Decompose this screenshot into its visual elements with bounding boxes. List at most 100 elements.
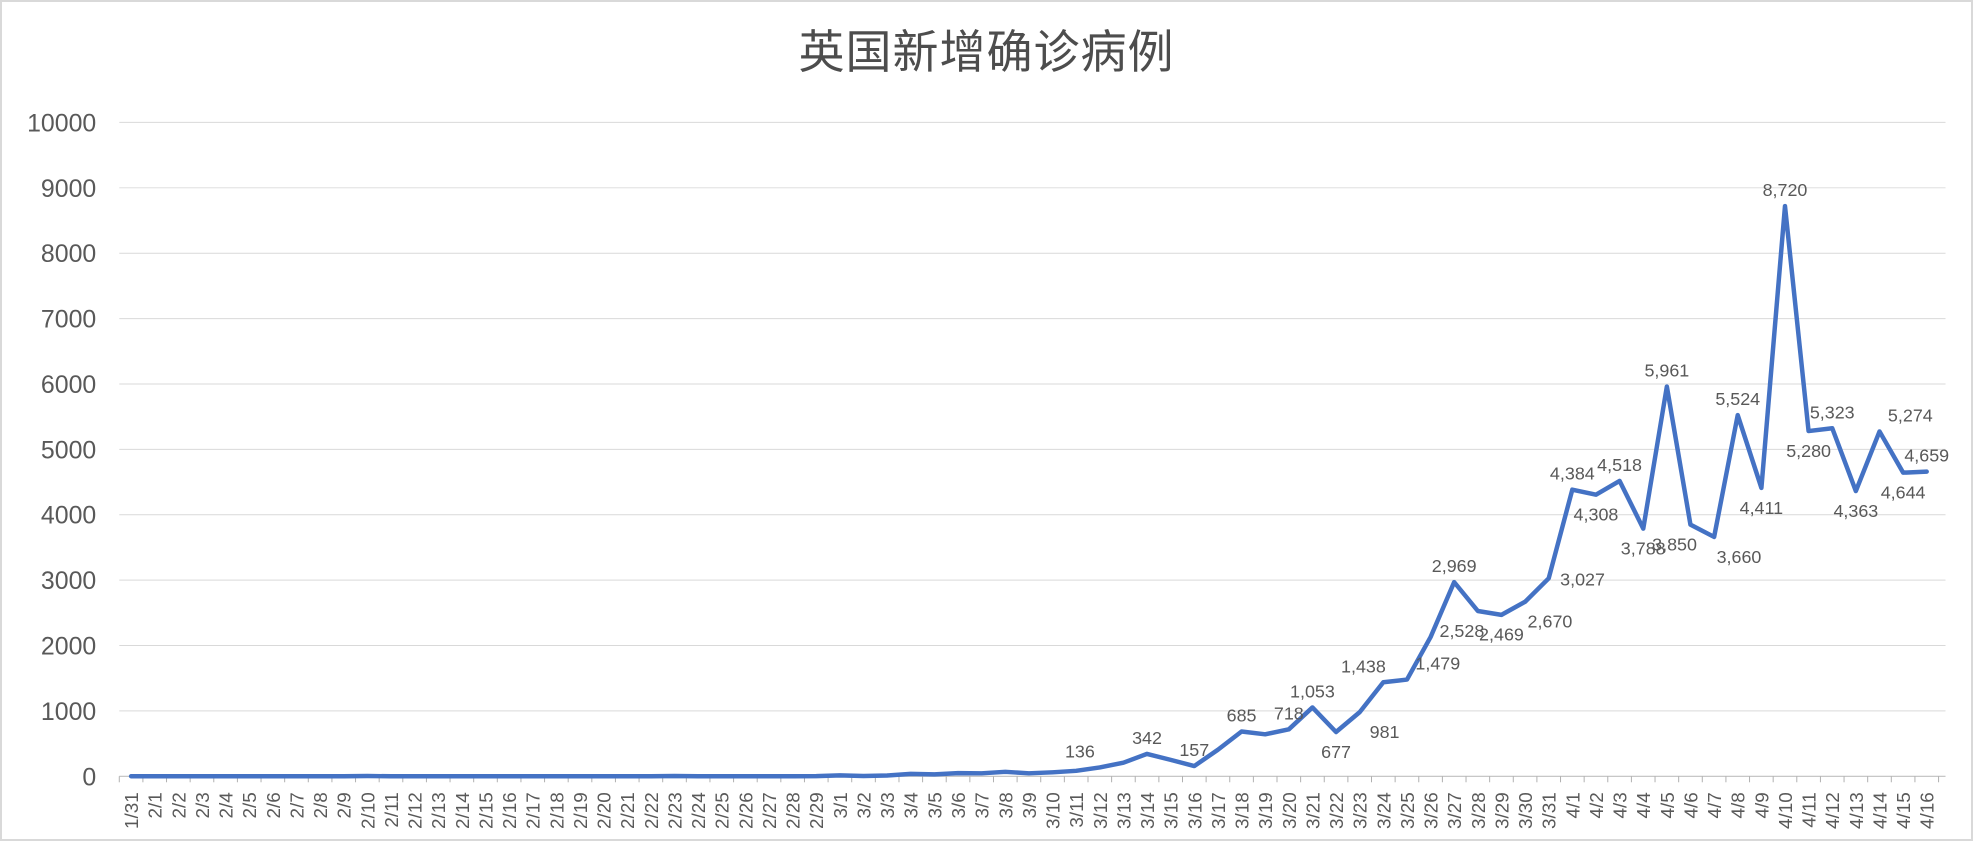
x-axis-tick-label: 2/20 [595, 792, 616, 829]
x-axis-tick-label: 3/19 [1256, 792, 1277, 829]
x-axis-tick-label: 3/25 [1398, 792, 1419, 829]
x-axis-tick-label: 3/21 [1303, 792, 1324, 829]
x-axis-tick-label: 4/6 [1681, 792, 1702, 818]
data-label: 342 [1132, 728, 1162, 748]
x-axis-tick-label: 4/15 [1894, 792, 1915, 829]
x-axis-tick-label: 2/1 [146, 792, 167, 818]
x-axis-tick-label: 3/12 [1091, 792, 1112, 829]
data-label: 136 [1065, 741, 1095, 761]
y-axis-tick-label: 6000 [41, 371, 96, 399]
x-axis-tick-label: 2/10 [358, 792, 379, 829]
x-axis-tick-label: 2/29 [807, 792, 828, 829]
x-axis-tick-label: 2/21 [618, 792, 639, 829]
data-label: 2,528 [1440, 621, 1485, 641]
x-axis-tick-label: 2/4 [217, 792, 238, 818]
x-axis-tick-label: 4/16 [1918, 792, 1939, 829]
x-axis-tick-label: 4/7 [1705, 792, 1726, 818]
x-axis-tick-label: 2/17 [524, 792, 545, 829]
data-label: 1,438 [1341, 656, 1386, 676]
x-axis-tick-label: 3/13 [1114, 792, 1135, 829]
x-axis-tick-label: 4/10 [1776, 792, 1797, 829]
y-axis-tick-label: 2000 [41, 632, 96, 660]
x-axis-tick-label: 1/31 [122, 792, 143, 829]
data-label: 5,323 [1810, 402, 1855, 422]
x-axis-tick-label: 2/9 [335, 792, 356, 818]
x-axis-tick-label: 3/15 [1162, 792, 1183, 829]
data-label: 3,788 [1621, 538, 1666, 558]
x-axis-tick-label: 2/25 [713, 792, 734, 829]
x-axis-tick-label: 4/1 [1563, 792, 1584, 818]
x-axis-tick-label: 3/30 [1516, 792, 1537, 829]
y-axis-tick-label: 5000 [41, 436, 96, 464]
x-axis-tick-label: 3/17 [1209, 792, 1230, 829]
y-axis-tick-label: 3000 [41, 567, 96, 595]
data-label: 685 [1227, 706, 1257, 726]
data-label: 5,280 [1786, 441, 1831, 461]
data-label: 4,411 [1740, 498, 1784, 518]
data-label: 2,969 [1432, 556, 1477, 576]
x-axis-tick-label: 3/14 [1138, 792, 1159, 829]
data-label: 2,670 [1528, 612, 1573, 632]
y-axis-tick-label: 4000 [41, 502, 96, 530]
x-axis-tick-label: 3/28 [1469, 792, 1490, 829]
data-label: 4,308 [1574, 504, 1619, 524]
x-axis-tick-label: 2/11 [382, 792, 403, 827]
data-label: 981 [1370, 722, 1400, 742]
x-axis-tick-label: 4/8 [1729, 792, 1750, 818]
x-axis-tick-label: 3/29 [1492, 792, 1513, 829]
x-axis-tick-label: 2/3 [193, 792, 214, 818]
data-label: 2,469 [1479, 625, 1524, 645]
data-label: 5,524 [1715, 389, 1760, 409]
x-axis-tick-label: 4/3 [1611, 792, 1632, 818]
y-axis-tick-label: 7000 [41, 306, 96, 334]
series-line [128, 203, 1929, 779]
data-label: 1,053 [1290, 681, 1335, 701]
x-axis-tick-label: 2/5 [240, 792, 261, 818]
x-axis-tick-label: 3/11 [1067, 792, 1088, 827]
y-axis-tick-label: 10000 [27, 109, 96, 137]
data-label: 4,659 [1904, 446, 1949, 466]
x-axis-tick-label: 3/2 [854, 792, 875, 818]
data-label: 677 [1321, 742, 1351, 762]
data-label: 8,720 [1763, 180, 1808, 200]
data-label: 5,961 [1644, 361, 1689, 381]
x-axis-tick-label: 2/19 [571, 792, 592, 829]
x-axis-tick-label: 3/10 [1044, 792, 1065, 829]
x-axis-tick-label: 2/2 [169, 792, 190, 818]
data-label: 718 [1274, 703, 1304, 723]
x-axis-tick-label: 2/23 [665, 792, 686, 829]
data-label: 157 [1179, 740, 1209, 760]
x-axis-tick-label: 3/27 [1445, 792, 1466, 829]
x-axis-tick-label: 3/24 [1374, 792, 1395, 829]
x-axis-tick-label: 4/14 [1870, 792, 1891, 829]
data-label: 3,850 [1652, 534, 1697, 554]
y-axis-tick-label: 9000 [41, 175, 96, 203]
data-label: 4,384 [1550, 464, 1595, 484]
x-axis-tick-label: 2/6 [264, 792, 285, 818]
x-axis-tick-label: 3/20 [1280, 792, 1301, 829]
x-axis-tick-label: 4/4 [1634, 792, 1655, 818]
x-axis-tick-label: 3/4 [902, 792, 923, 818]
x-axis-tick-label: 3/7 [973, 792, 994, 818]
x-axis-tick-label: 2/26 [736, 792, 757, 829]
y-axis-tick-label: 1000 [41, 698, 96, 726]
y-axis-tick-label: 0 [82, 763, 96, 791]
data-label: 1,479 [1415, 654, 1460, 674]
data-label: 5,274 [1888, 405, 1933, 425]
x-axis-tick-label: 3/18 [1233, 792, 1254, 829]
x-axis-tick-label: 3/23 [1351, 792, 1372, 829]
x-axis-tick-label: 3/8 [996, 792, 1017, 818]
data-label: 4,518 [1597, 455, 1642, 475]
x-axis-tick-label: 2/27 [760, 792, 781, 829]
x-axis-tick-label: 2/22 [642, 792, 663, 829]
x-axis-tick-label: 2/15 [476, 792, 497, 829]
x-axis-tick-label: 3/5 [925, 792, 946, 818]
x-axis-tick-label: 4/9 [1752, 792, 1773, 818]
x-axis-tick-label: 2/14 [453, 792, 474, 829]
x-axis-tick-label: 4/12 [1823, 792, 1844, 829]
data-label: 3,660 [1717, 547, 1762, 567]
x-axis-tick-label: 3/9 [1020, 792, 1041, 818]
x-axis-tick-label: 3/3 [878, 792, 899, 818]
